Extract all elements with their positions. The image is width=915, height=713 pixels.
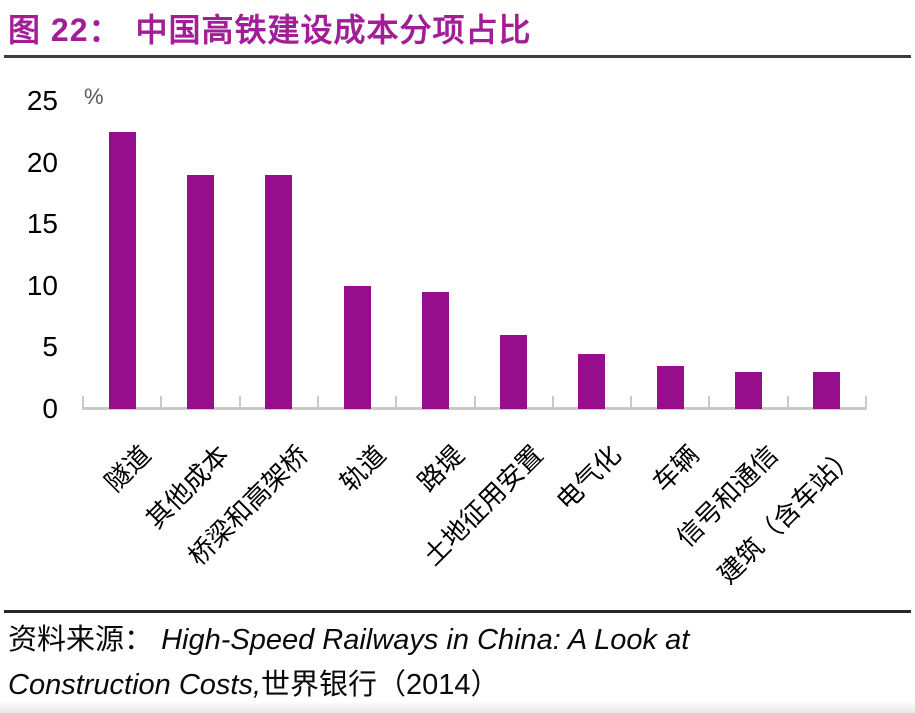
x-axis-tick	[395, 396, 398, 409]
y-axis-tick-label: 10	[26, 269, 58, 301]
y-axis-tick-label: 15	[26, 208, 58, 240]
source-label: 资料来源：	[8, 624, 154, 656]
x-axis-tick	[865, 396, 867, 409]
bar-7	[656, 365, 684, 409]
x-axis-tick	[238, 396, 241, 409]
x-axis-label-text: 隧道	[98, 439, 157, 498]
title-divider-line	[4, 55, 911, 58]
y-axis-tick-label: 0	[42, 393, 58, 424]
x-axis-label-text: 路堤	[412, 439, 471, 498]
x-axis-label-text: 电气化	[550, 439, 627, 516]
x-axis-tick	[473, 396, 476, 409]
bar-4	[421, 291, 449, 409]
source-title: High-Speed Railways in China: A Look at …	[8, 624, 690, 701]
source-note: 资料来源： High-Speed Railways in China: A Lo…	[8, 618, 808, 708]
bar-5	[500, 335, 528, 409]
x-axis-tick	[82, 396, 84, 409]
bar-2	[265, 174, 293, 409]
bar-3	[343, 285, 371, 409]
bar-8	[735, 372, 763, 409]
bar-1	[186, 174, 214, 409]
page-title: 图 22： 中国高铁建设成本分项占比	[8, 5, 532, 51]
x-axis-label-text: 车辆	[647, 439, 705, 498]
y-axis-tick-label: 20	[26, 146, 58, 178]
footer-divider-line	[4, 610, 911, 613]
bar-9	[813, 372, 841, 409]
x-axis-tick	[551, 396, 554, 409]
y-axis-tick-label: 5	[42, 331, 58, 363]
y-axis-tick-label: 25	[26, 85, 58, 116]
x-axis-tick	[316, 396, 319, 409]
x-axis-tick	[160, 396, 163, 409]
x-axis-tick	[630, 396, 633, 409]
figure-title: 中国高铁建设成本分项占比	[135, 12, 532, 48]
x-axis-tick	[786, 396, 789, 409]
bottom-fade	[0, 701, 915, 713]
x-axis-label-text: 轨道	[333, 439, 392, 498]
bar-6	[578, 353, 606, 409]
x-axis-tick	[708, 396, 711, 409]
source-publisher: 世界银行（2014）	[261, 669, 500, 701]
y-axis-unit-label: %	[84, 84, 104, 109]
bar-0	[108, 131, 136, 409]
figure-number: 图 22：	[8, 12, 122, 48]
